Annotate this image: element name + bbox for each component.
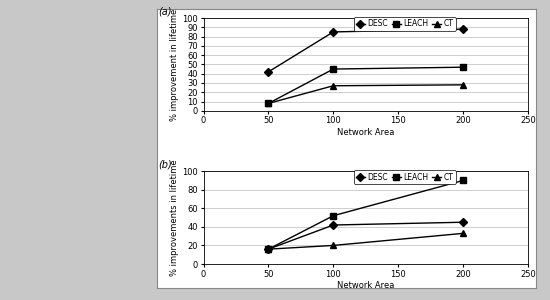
LEACH [460, 65, 466, 69]
CT [330, 84, 337, 88]
Y-axis label: % improvements in lifetime: % improvements in lifetime [170, 159, 179, 276]
Line: LEACH: LEACH [266, 178, 466, 252]
X-axis label: Network Area: Network Area [337, 128, 394, 137]
DESC [265, 70, 272, 74]
Legend: DESC, LEACH, CT: DESC, LEACH, CT [354, 17, 456, 31]
LEACH [265, 102, 272, 105]
Legend: DESC, LEACH, CT: DESC, LEACH, CT [354, 170, 456, 184]
X-axis label: Network Area: Network Area [337, 281, 394, 290]
Text: (a): (a) [158, 6, 172, 16]
DESC [330, 223, 337, 227]
Line: DESC: DESC [266, 26, 466, 75]
CT [265, 102, 272, 105]
Line: LEACH: LEACH [266, 64, 466, 106]
LEACH [460, 179, 466, 182]
Line: CT: CT [266, 231, 466, 252]
DESC [265, 247, 272, 251]
Y-axis label: % improvement in lifetime: % improvement in lifetime [170, 8, 179, 121]
LEACH [265, 247, 272, 251]
DESC [460, 220, 466, 224]
CT [460, 83, 466, 87]
Line: CT: CT [266, 82, 466, 106]
CT [460, 232, 466, 235]
Text: (b): (b) [158, 159, 172, 169]
Line: DESC: DESC [266, 219, 466, 252]
CT [265, 247, 272, 251]
LEACH [330, 67, 337, 71]
CT [330, 244, 337, 247]
DESC [460, 27, 466, 31]
LEACH [330, 214, 337, 217]
DESC [330, 30, 337, 34]
